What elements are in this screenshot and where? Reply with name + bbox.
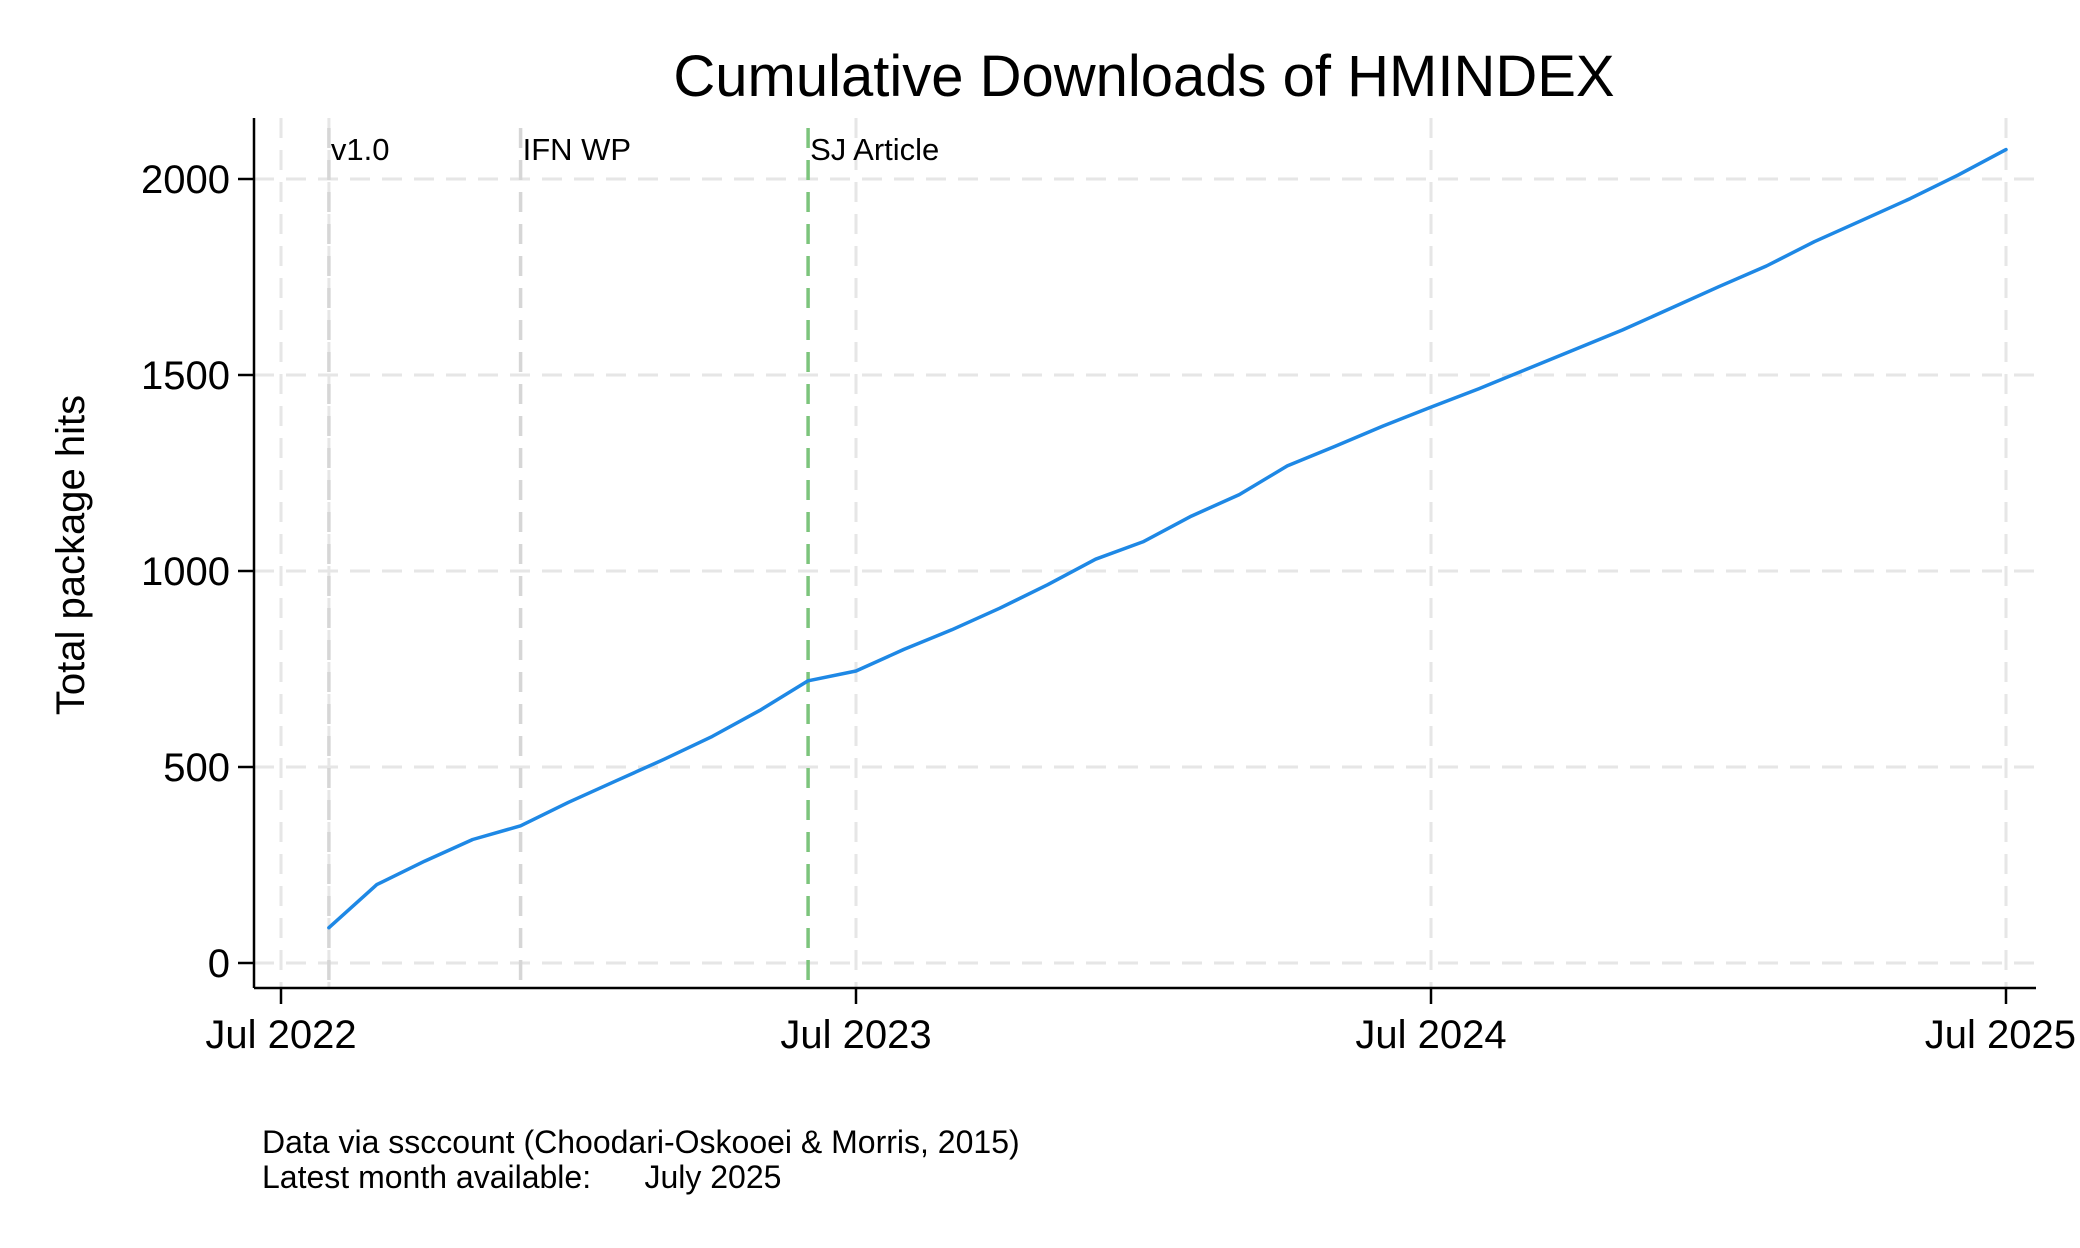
- data-point-6: [616, 780, 617, 781]
- data-point-13: [951, 629, 952, 630]
- event-label-1: IFN WP: [523, 132, 632, 167]
- event-lines: [327, 128, 810, 988]
- data-point-22: [1383, 426, 1384, 427]
- data-point-23: [1431, 407, 1432, 408]
- y-tick-label-3: 1500: [141, 354, 230, 398]
- y-axis-label: Total package hits: [49, 395, 93, 715]
- data-point-10: [808, 680, 809, 681]
- data-point-24: [1478, 388, 1479, 389]
- data-point-4: [520, 825, 521, 826]
- data-point-28: [1670, 308, 1671, 309]
- chart-title: Cumulative Downloads of HMINDEX: [673, 44, 1614, 109]
- x-tick-label-0: Jul 2022: [205, 1013, 356, 1057]
- data-point-2: [424, 861, 425, 862]
- data-point-11: [856, 671, 857, 672]
- y-tick-label-2: 1000: [141, 550, 230, 594]
- axes: [238, 118, 2036, 1004]
- y-tick-label-0: 0: [208, 942, 230, 986]
- data-point-3: [472, 839, 473, 840]
- data-point-14: [999, 608, 1000, 609]
- latest-month-note: Latest month available: July 2025: [262, 1159, 781, 1195]
- data-point-35: [2006, 149, 2007, 150]
- y-tick-label-4: 2000: [141, 158, 230, 202]
- data-point-30: [1766, 266, 1767, 267]
- tick-labels: v1.0 IFN WP SJ Article 0 500 1000 1500 2000 Jul …: [141, 132, 2076, 1057]
- data-point-5: [568, 802, 569, 803]
- series-layer: [327, 147, 2008, 930]
- data-point-0: [328, 927, 329, 928]
- data-point-16: [1095, 559, 1096, 560]
- data-point-15: [1047, 584, 1048, 585]
- data-point-34: [1958, 175, 1959, 176]
- data-point-21: [1335, 446, 1336, 447]
- data-point-12: [903, 649, 904, 650]
- series-line-0: [327, 147, 2008, 930]
- x-tick-label-2: Jul 2024: [1355, 1013, 1506, 1057]
- data-point-25: [1526, 369, 1527, 370]
- data-point-19: [1239, 494, 1240, 495]
- data-point-17: [1143, 541, 1144, 542]
- data-point-8: [712, 736, 713, 737]
- data-point-33: [1910, 198, 1911, 199]
- y-tick-label-1: 500: [163, 746, 230, 790]
- event-label-0: v1.0: [331, 132, 390, 167]
- data-point-9: [760, 710, 761, 711]
- source-note: Data via ssccount (Choodari-Oskooei & Mo…: [262, 1124, 1020, 1160]
- data-point-18: [1191, 516, 1192, 517]
- event-label-2: SJ Article: [810, 132, 939, 167]
- data-point-27: [1622, 329, 1623, 330]
- data-point-7: [664, 759, 665, 760]
- data-point-32: [1862, 220, 1863, 221]
- x-tick-label-1: Jul 2023: [780, 1013, 931, 1057]
- data-point-1: [376, 884, 377, 885]
- data-point-26: [1574, 349, 1575, 350]
- data-point-29: [1718, 286, 1719, 287]
- data-point-31: [1814, 241, 1815, 242]
- x-tick-label-3: Jul 2025: [1925, 1013, 2076, 1057]
- data-point-20: [1287, 465, 1288, 466]
